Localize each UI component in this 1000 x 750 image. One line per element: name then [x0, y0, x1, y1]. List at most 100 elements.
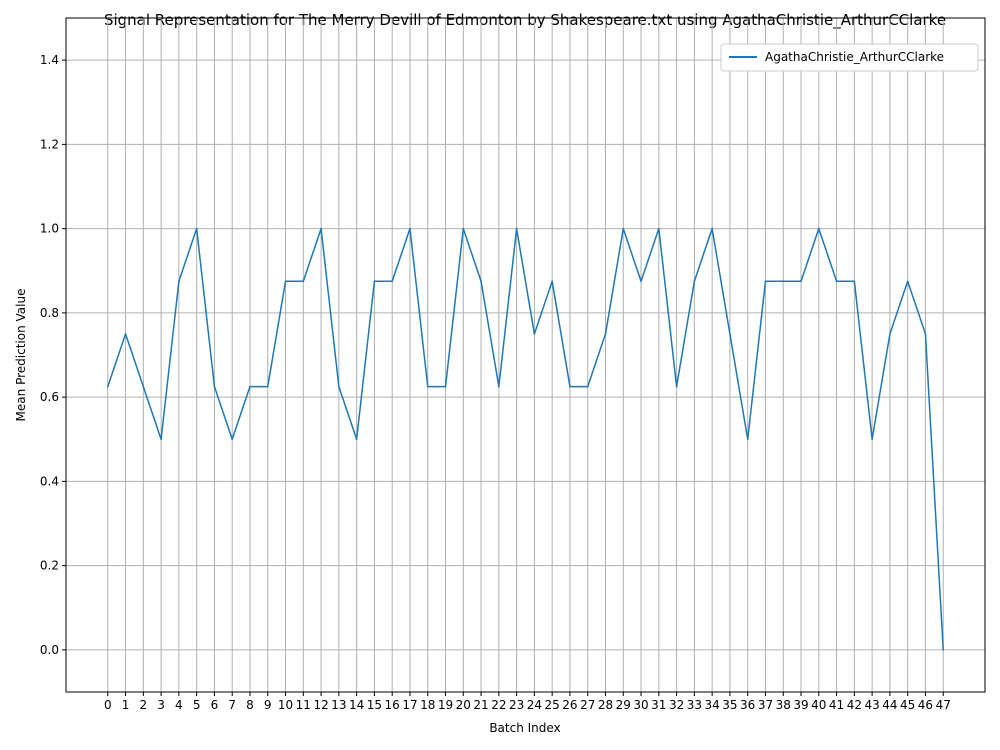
data-point — [853, 280, 856, 283]
y-axis-label: Mean Prediction Value — [14, 289, 28, 422]
data-point — [658, 227, 660, 230]
x-tick-label: 31 — [651, 698, 666, 712]
x-tick-label: 41 — [829, 698, 844, 712]
data-point — [426, 385, 429, 388]
data-point — [480, 280, 482, 283]
x-tick-label: 27 — [580, 698, 595, 712]
y-ticks: 0.0 0.2 0.4 0.6 0.8 1.0 1.2 1.4 — [40, 53, 66, 657]
x-tick-label: 44 — [882, 698, 897, 712]
x-tick-label: 33 — [687, 698, 702, 712]
data-point — [906, 280, 909, 283]
x-tick-label: 34 — [705, 698, 720, 712]
x-tick-label: 21 — [473, 698, 488, 712]
y-tick-label: 0.4 — [40, 474, 59, 488]
data-point — [355, 438, 358, 441]
data-point — [142, 385, 145, 388]
data-point — [195, 227, 198, 230]
x-tick-label: 9 — [264, 698, 272, 712]
data-point — [320, 227, 322, 230]
data-point — [409, 227, 411, 230]
x-tick-label: 22 — [491, 698, 506, 712]
x-tick-label: 16 — [385, 698, 400, 712]
data-point — [160, 438, 162, 441]
chart-title: Signal Representation for The Merry Devi… — [104, 11, 946, 30]
x-tick-label: 4 — [175, 698, 183, 712]
data-point — [889, 333, 891, 335]
x-tick-label: 19 — [438, 698, 453, 712]
data-point — [498, 385, 500, 388]
data-point — [817, 227, 820, 230]
data-point — [604, 333, 607, 335]
x-tick-label: 26 — [562, 698, 577, 712]
x-tick-label: 14 — [349, 698, 364, 712]
data-point — [249, 385, 251, 388]
y-tick-label: 1.4 — [40, 53, 59, 67]
x-tick-label: 25 — [545, 698, 560, 712]
x-tick-label: 35 — [722, 698, 737, 712]
data-point — [640, 280, 642, 283]
data-point — [266, 385, 269, 388]
legend-label: AgathaChristie_ArthurCClarke — [765, 50, 944, 64]
x-tick-label: 40 — [811, 698, 826, 712]
legend-box — [720, 43, 979, 72]
y-tick-label: 0.0 — [40, 643, 59, 657]
x-tick-label: 13 — [331, 698, 346, 712]
data-point — [106, 385, 109, 388]
y-tick-label: 0.2 — [40, 559, 59, 573]
x-tick-label: 18 — [420, 698, 435, 712]
x-tick-label: 37 — [758, 698, 773, 712]
data-point — [391, 280, 393, 283]
x-tick-label: 47 — [936, 698, 951, 712]
grid — [66, 18, 985, 692]
data-point — [800, 280, 802, 283]
data-point — [515, 227, 518, 230]
x-tick-label: 32 — [669, 698, 684, 712]
data-point — [462, 227, 465, 230]
x-tick-label: 42 — [847, 698, 862, 712]
data-point — [178, 280, 180, 283]
y-tick-label: 0.8 — [40, 306, 59, 320]
legend: AgathaChristie_ArthurCClarke — [720, 43, 979, 72]
data-point — [729, 333, 731, 335]
data-point — [302, 280, 305, 283]
x-tick-label: 3 — [157, 698, 165, 712]
x-tick-label: 29 — [616, 698, 631, 712]
x-tick-label: 1 — [122, 698, 130, 712]
data-point — [124, 333, 127, 335]
x-tick-label: 6 — [211, 698, 219, 712]
x-tick-label: 5 — [193, 698, 201, 712]
y-tick-label: 0.6 — [40, 390, 59, 404]
x-tick-label: 12 — [313, 698, 328, 712]
x-tick-label: 24 — [527, 698, 542, 712]
plot-frame — [65, 17, 986, 693]
x-ticks: 0 1 2 3 4 5 6 7 8 9 10 11 12 13 14 15 16 17 18 19 20 21 22 23 24… — [104, 692, 951, 712]
data-point — [551, 280, 553, 283]
data-point — [231, 438, 234, 441]
x-tick-label: 20 — [456, 698, 471, 712]
x-tick-label: 15 — [367, 698, 382, 712]
x-tick-label: 38 — [776, 698, 791, 712]
x-tick-label: 0 — [104, 698, 112, 712]
data-point — [444, 385, 447, 388]
data-point — [764, 280, 767, 283]
x-tick-label: 11 — [296, 698, 311, 712]
x-tick-label: 39 — [793, 698, 808, 712]
x-tick-label: 2 — [140, 698, 148, 712]
data-point — [622, 227, 625, 230]
x-tick-label: 30 — [633, 698, 648, 712]
x-tick-label: 36 — [740, 698, 755, 712]
data-point — [871, 438, 873, 441]
x-tick-label: 46 — [918, 698, 933, 712]
data-point — [693, 280, 696, 283]
x-axis-label: Batch Index — [489, 721, 560, 735]
y-tick-label: 1.2 — [40, 137, 59, 151]
x-tick-label: 10 — [278, 698, 293, 712]
data-point — [569, 385, 571, 388]
data-point — [338, 385, 340, 388]
series-layer — [106, 227, 945, 651]
data-point — [675, 385, 678, 388]
x-tick-label: 23 — [509, 698, 524, 712]
data-point — [835, 280, 838, 283]
x-tick-label: 8 — [246, 698, 254, 712]
